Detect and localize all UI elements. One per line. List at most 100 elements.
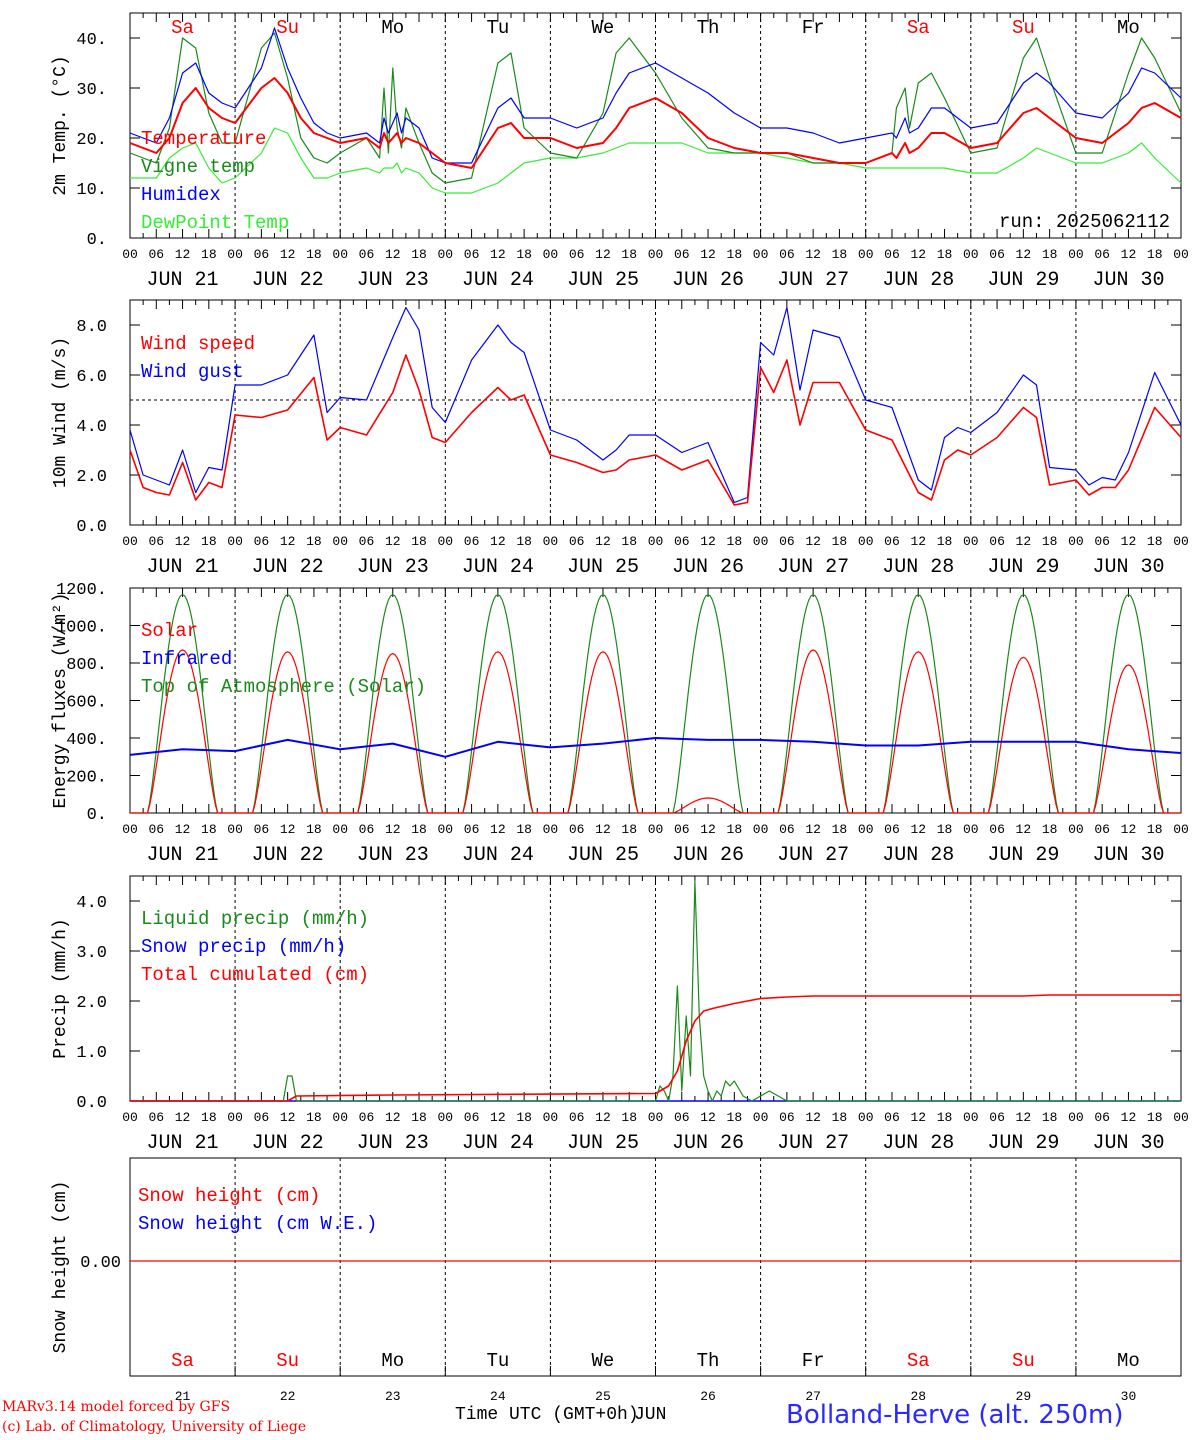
hour-label: 18 [621,822,637,837]
day-name-bottom: Sa [171,1350,194,1372]
hour-label: 06 [254,247,270,262]
hour-label: 18 [306,1110,322,1125]
y-axis-title: Energy fluxes (W/m²) [51,592,71,808]
solar-line [130,649,1181,814]
hour-label: 18 [306,247,322,262]
date-label: JUN 22 [252,1132,324,1155]
hour-label: 06 [569,822,585,837]
y-tick-label: 0.0 [76,518,107,537]
hour-label: 00 [963,247,979,262]
plot-frame [129,587,1182,814]
hour-label: 12 [1016,822,1032,837]
credit-line-1: MARv3.14 model forced by GFS [2,1399,231,1415]
hour-label: 00 [332,534,348,549]
date-label: JUN 28 [882,844,954,867]
hour-label: 18 [621,534,637,549]
hour-label: 12 [280,247,296,262]
date-label: JUN 21 [147,844,219,867]
day-name-bottom: Su [1012,1350,1035,1372]
hour-label: 00 [1173,1110,1189,1125]
hour-label: 00 [648,822,664,837]
hour-label: 06 [674,534,690,549]
date-label: JUN 26 [672,269,744,292]
hour-label: 00 [963,1110,979,1125]
hour-label: 00 [122,247,138,262]
hour-label: 12 [805,534,821,549]
hour-label: 06 [989,1110,1005,1125]
date-label: JUN 27 [777,269,849,292]
hour-label: 00 [543,247,559,262]
hour-label: 00 [122,534,138,549]
hour-label: 06 [779,534,795,549]
panel-2: 00 06 12 18 JUN 21 00 06 12 18 JUN 22 00 06 12 18 JUN … [51,299,1189,579]
legend-entry: Top of Atmosphere (Solar) [141,676,426,698]
hour-label: 00 [753,534,769,549]
hour-label: 06 [359,1110,375,1125]
hour-label: 18 [727,822,743,837]
hour-label: 00 [858,534,874,549]
y-tick-label: 40. [76,31,107,50]
day-name-top: Th [697,17,720,39]
date-number: 25 [595,1389,611,1404]
hour-label: 12 [595,247,611,262]
hour-label: 18 [1042,822,1058,837]
hour-label: 12 [1121,247,1137,262]
hour-label: 12 [805,1110,821,1125]
date-label: JUN 30 [1092,1132,1164,1155]
y-tick-label: 1200. [56,581,107,600]
hour-label: 00 [227,247,243,262]
y-tick-label: 4.0 [76,418,107,437]
hour-label: 12 [490,822,506,837]
hour-label: 12 [595,822,611,837]
panel-5: 21 22 23 24 25 26 27 28 29 30 0.00 Snow height (cm)… [51,1157,1182,1404]
date-label: JUN 26 [672,556,744,579]
date-number: 23 [385,1389,401,1404]
y-tick-label: 10. [76,181,107,200]
hour-label: 12 [385,534,401,549]
hour-label: 12 [805,822,821,837]
date-label: JUN 28 [882,269,954,292]
date-label: JUN 27 [777,1132,849,1155]
run-annotation: run: 2025062112 [999,211,1170,233]
date-label: JUN 27 [777,844,849,867]
hour-label: 12 [175,822,191,837]
hour-label: 18 [832,534,848,549]
day-name-top: Su [276,17,299,39]
hour-label: 06 [254,822,270,837]
y-axis-title: 2m Temp. (°C) [51,55,71,195]
y-tick-label: 0.00 [80,1254,121,1273]
hour-label: 06 [148,1110,164,1125]
y-tick-label: 3.0 [76,944,107,963]
hour-label: 06 [884,534,900,549]
hour-label: 06 [884,822,900,837]
date-label: JUN 26 [672,1132,744,1155]
xaxis-title: Time UTC (GMT+0h) [455,1405,639,1425]
hour-label: 12 [175,247,191,262]
y-tick-label: 2.0 [76,994,107,1013]
y-tick-label: 600. [66,694,107,713]
date-number: 24 [490,1389,506,1404]
date-label: JUN 25 [567,1132,639,1155]
hour-label: 00 [1173,822,1189,837]
legend-entry: Wind speed [141,333,255,355]
hour-label: 12 [595,1110,611,1125]
date-label: JUN 23 [357,556,429,579]
hour-label: 00 [858,822,874,837]
hour-label: 18 [306,822,322,837]
hour-label: 00 [963,534,979,549]
day-name-bottom: Su [276,1350,299,1372]
hour-label: 06 [254,1110,270,1125]
hour-label: 18 [621,247,637,262]
hour-label: 18 [516,1110,532,1125]
date-label: JUN 30 [1092,269,1164,292]
hour-label: 18 [937,534,953,549]
hour-label: 00 [332,247,348,262]
hour-label: 18 [727,534,743,549]
legend-entry: Snow height (cm W.E.) [138,1213,377,1235]
legend-entry: Solar [141,620,198,642]
date-label: JUN 28 [882,1132,954,1155]
date-label: JUN 23 [357,1132,429,1155]
date-label: JUN 30 [1092,844,1164,867]
hour-label: 18 [832,247,848,262]
hour-label: 18 [1042,1110,1058,1125]
